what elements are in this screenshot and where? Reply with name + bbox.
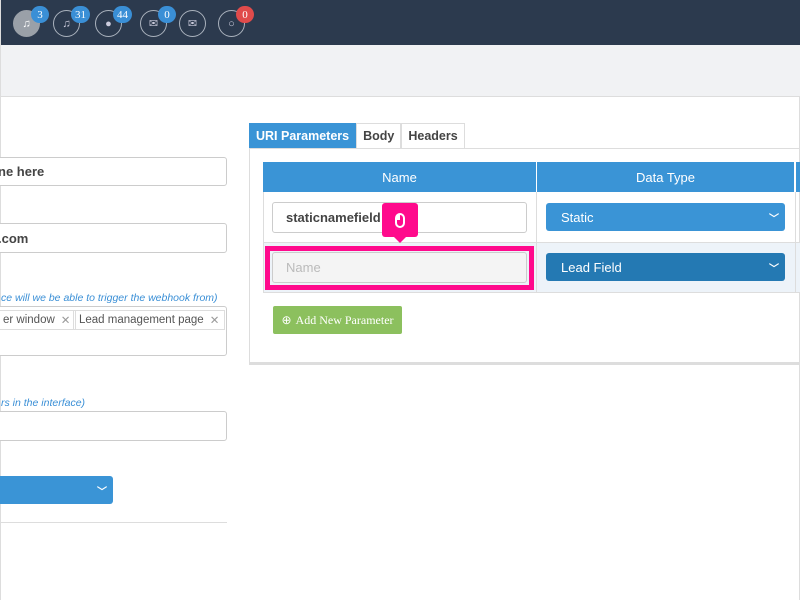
chat-icon[interactable]: ● 44: [95, 6, 132, 37]
select-dropdown[interactable]: ﹀: [0, 476, 113, 504]
hint-text: rs in the interface): [1, 397, 86, 409]
click-target-highlight: [265, 246, 534, 290]
tab-body[interactable]: Body: [356, 123, 402, 149]
badge: 31: [71, 6, 90, 23]
tag-label: er window: [3, 314, 55, 326]
tabs: URI Parameters Body Headers: [249, 123, 465, 149]
badge: 3: [31, 6, 49, 23]
remove-tag-icon[interactable]: ✕: [60, 315, 71, 327]
field-value: staticnamefield: [286, 210, 381, 225]
mouse-icon: [395, 212, 405, 228]
envelope-icon[interactable]: ✉ 0: [140, 6, 176, 37]
chevron-down-icon: ﹀: [769, 213, 779, 225]
data-type-select[interactable]: Lead Field ﹀: [546, 253, 785, 281]
envelope-open-icon[interactable]: ✉: [179, 10, 206, 37]
column-header: [796, 162, 800, 192]
remove-tag-icon[interactable]: ✕: [209, 315, 220, 327]
audio-file-icon[interactable]: ♫ 31: [53, 6, 90, 37]
button-label: Add New Parameter: [295, 312, 394, 327]
mouse-click-tooltip: [382, 203, 418, 243]
column-border: [263, 192, 264, 293]
placeholder: Name: [286, 260, 321, 275]
tab-panel: [249, 148, 800, 365]
column-border: [536, 192, 537, 293]
data-type-select[interactable]: Static ﹀: [546, 203, 785, 231]
speech-bubble-icon[interactable]: ○ 0: [218, 6, 254, 37]
page-header-band: [1, 45, 800, 97]
badge: 0: [158, 6, 176, 23]
name-field[interactable]: ne here: [0, 157, 227, 186]
add-new-parameter-button[interactable]: ⊕ Add New Parameter: [273, 306, 402, 334]
top-bar: ♫ 3 ♫ 31 ● 44 ✉ 0 ✉ ○ 0: [1, 0, 800, 45]
badge: 0: [236, 6, 254, 23]
column-header-data-type: Data Type: [537, 162, 795, 192]
tag: Lead management page ✕: [73, 310, 226, 330]
select-value: Lead Field: [561, 259, 622, 275]
plus-circle-icon: ⊕: [281, 312, 292, 327]
tag-label: Lead management page: [79, 314, 204, 326]
tag: er window ✕: [0, 310, 77, 330]
text-input[interactable]: [0, 411, 227, 441]
column-border: [795, 192, 796, 293]
audio-file-icon[interactable]: ♫ 3: [13, 6, 49, 37]
chevron-down-icon: ﹀: [769, 263, 779, 275]
tab-uri-parameters[interactable]: URI Parameters: [249, 123, 357, 149]
trigger-places-input[interactable]: [0, 306, 227, 356]
hint-text: ce will we be able to trigger the webhoo…: [1, 292, 218, 304]
field-value: ne here: [0, 164, 45, 179]
badge: 44: [113, 6, 132, 23]
url-field[interactable]: .com: [0, 223, 227, 253]
tab-headers[interactable]: Headers: [401, 123, 465, 149]
divider: [1, 522, 227, 523]
field-value: .com: [0, 230, 29, 246]
column-header-name: Name: [263, 162, 537, 192]
select-value: Static: [561, 209, 594, 225]
parameter-name-input[interactable]: Name: [272, 252, 527, 283]
chevron-down-icon: ﹀: [97, 486, 107, 498]
